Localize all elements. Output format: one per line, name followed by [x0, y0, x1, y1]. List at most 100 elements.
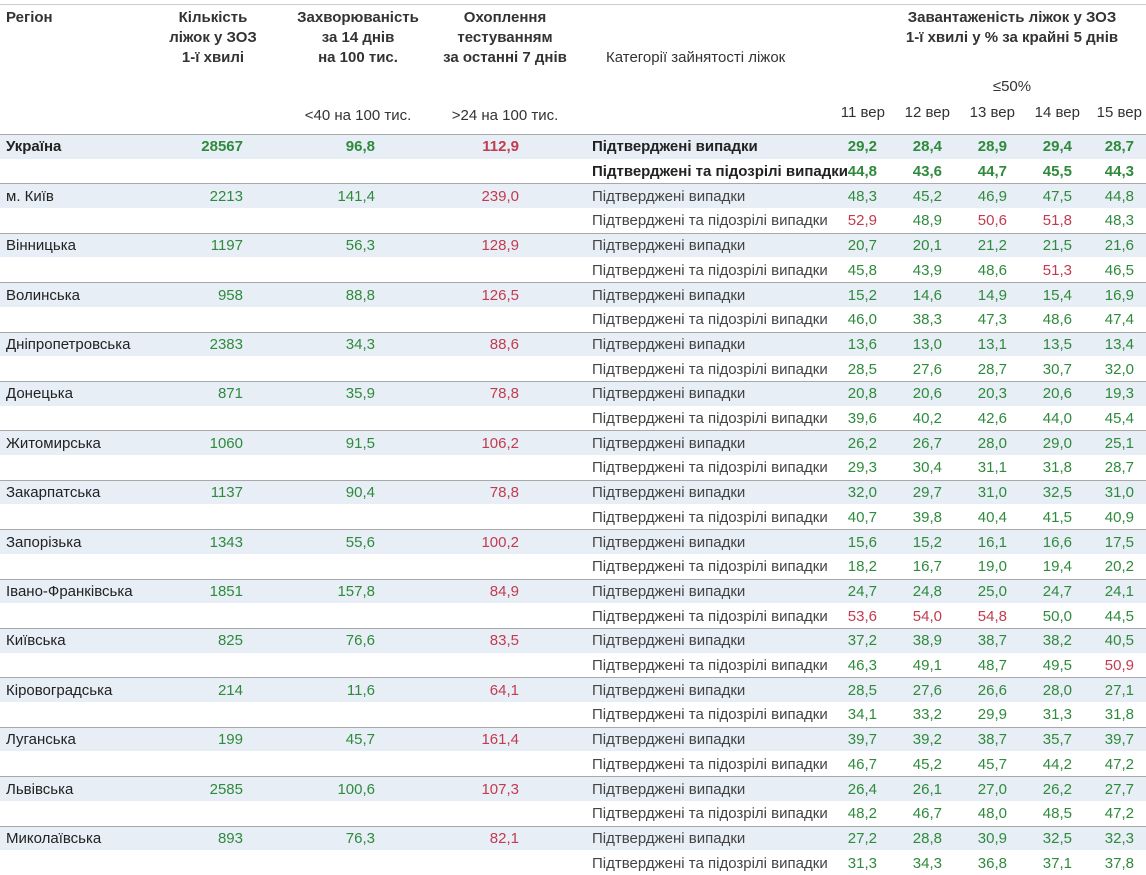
- row-separator: [0, 529, 1146, 531]
- incidence-value: 141,4: [337, 187, 375, 205]
- header-incidence: на 100 тис.: [318, 49, 398, 66]
- load-value: 40,4: [977, 508, 1007, 526]
- coverage-value: 107,3: [481, 780, 519, 798]
- load-value: 32,3: [1104, 829, 1134, 847]
- load-value: 28,5: [847, 681, 877, 699]
- region-name: Україна: [6, 138, 62, 156]
- row-separator: [0, 628, 1146, 629]
- row-separator: [0, 825, 1146, 827]
- row-band: [0, 677, 1146, 703]
- load-value: 31,3: [1042, 706, 1072, 724]
- coverage-value: 112,9: [482, 138, 519, 156]
- load-value: 28,5: [847, 360, 877, 378]
- row-separator: [0, 578, 1146, 580]
- load-value: 49,5: [1042, 657, 1072, 675]
- beds-count: 2383: [209, 335, 243, 353]
- load-value: 39,2: [912, 731, 942, 749]
- row-band: [0, 726, 1146, 752]
- incidence-value: 91,5: [345, 434, 375, 452]
- load-value: 37,8: [1104, 854, 1134, 872]
- region-name: Івано-Франківська: [6, 582, 133, 600]
- load-value: 34,1: [847, 706, 877, 724]
- load-value: 20,2: [1104, 558, 1134, 576]
- beds-count: 1137: [210, 484, 243, 502]
- load-value: 13,0: [912, 335, 942, 353]
- load-value: 19,4: [1042, 558, 1072, 576]
- load-value: 44,5: [1104, 607, 1134, 625]
- header-coverage: тестуванням: [457, 29, 553, 46]
- load-value: 49,1: [912, 657, 942, 675]
- threshold-coverage: >24 на 100 тис.: [451, 107, 559, 124]
- beds-count: 1343: [209, 533, 243, 551]
- load-value: 48,3: [847, 187, 877, 205]
- row-band: [0, 183, 1146, 209]
- load-value: 42,6: [977, 410, 1007, 428]
- category-label: Підтверджені випадки: [592, 286, 746, 304]
- category-label: Підтверджені випадки: [592, 780, 746, 798]
- load-value: 26,2: [847, 434, 877, 452]
- row-band: [0, 628, 1146, 653]
- load-value: 47,2: [1104, 755, 1134, 773]
- row-separator: [0, 479, 1146, 481]
- load-value: 20,3: [977, 385, 1007, 403]
- region-name: Миколаївська: [6, 829, 102, 847]
- row-band: [0, 282, 1146, 307]
- load-value: 47,5: [1042, 187, 1072, 205]
- beds-count: 214: [217, 681, 243, 699]
- load-value: 15,6: [847, 533, 877, 551]
- load-value: 13,6: [847, 335, 877, 353]
- load-value: 39,6: [847, 410, 877, 428]
- load-value: 41,5: [1042, 508, 1072, 526]
- load-value: 43,6: [912, 163, 942, 181]
- load-value: 27,7: [1104, 780, 1134, 798]
- row-separator: [0, 183, 1146, 185]
- region-name: м. Київ: [6, 187, 54, 205]
- load-value: 47,3: [977, 311, 1007, 329]
- row-separator: [0, 430, 1146, 432]
- load-value: 54,0: [912, 607, 942, 625]
- load-value: 29,3: [847, 459, 877, 477]
- region-name: Кіровоградська: [6, 681, 113, 699]
- beds-count: 2213: [209, 187, 243, 205]
- row-band: [0, 381, 1146, 406]
- load-value: 33,2: [912, 706, 942, 724]
- load-value: 48,6: [977, 261, 1007, 279]
- category-label: Підтверджені та підозрілі випадки: [592, 311, 828, 329]
- load-value: 34,3: [912, 854, 942, 872]
- load-value: 18,2: [847, 558, 877, 576]
- load-value: 38,3: [912, 311, 942, 329]
- load-value: 38,7: [977, 731, 1007, 749]
- category-label: Підтверджені випадки: [592, 187, 746, 205]
- threshold-load: ≤50%: [992, 78, 1032, 95]
- incidence-value: 55,6: [345, 533, 375, 551]
- coverage-value: 78,8: [489, 484, 519, 502]
- incidence-value: 90,4: [345, 484, 375, 502]
- threshold-incidence: <40 на 100 тис.: [304, 107, 412, 124]
- load-value: 30,4: [912, 459, 942, 477]
- load-value: 27,0: [977, 780, 1007, 798]
- date-header: 13 вер: [969, 104, 1015, 121]
- beds-count: 893: [217, 829, 243, 847]
- region-name: Житомирська: [6, 434, 101, 452]
- load-value: 50,9: [1104, 657, 1134, 675]
- category-label: Підтверджені та підозрілі випадки: [592, 657, 828, 675]
- incidence-value: 34,3: [345, 335, 375, 353]
- load-value: 32,5: [1042, 829, 1072, 847]
- load-value: 26,2: [1042, 780, 1072, 798]
- top-rule: [0, 4, 1146, 5]
- load-value: 21,6: [1104, 237, 1134, 255]
- load-value: 28,0: [1042, 681, 1072, 699]
- header-beds: 1-ї хвилі: [181, 49, 245, 66]
- coverage-value: 78,8: [489, 385, 519, 403]
- row-separator: [0, 726, 1146, 728]
- load-value: 24,7: [1042, 582, 1072, 600]
- row-band: [0, 578, 1146, 604]
- coverage-value: 106,2: [481, 434, 519, 452]
- load-value: 28,7: [1104, 459, 1134, 477]
- load-value: 39,7: [847, 731, 877, 749]
- load-value: 44,7: [977, 163, 1007, 181]
- row-band: [0, 232, 1146, 258]
- load-value: 29,0: [1042, 434, 1072, 452]
- load-value: 31,0: [977, 484, 1007, 502]
- load-value: 48,7: [977, 657, 1007, 675]
